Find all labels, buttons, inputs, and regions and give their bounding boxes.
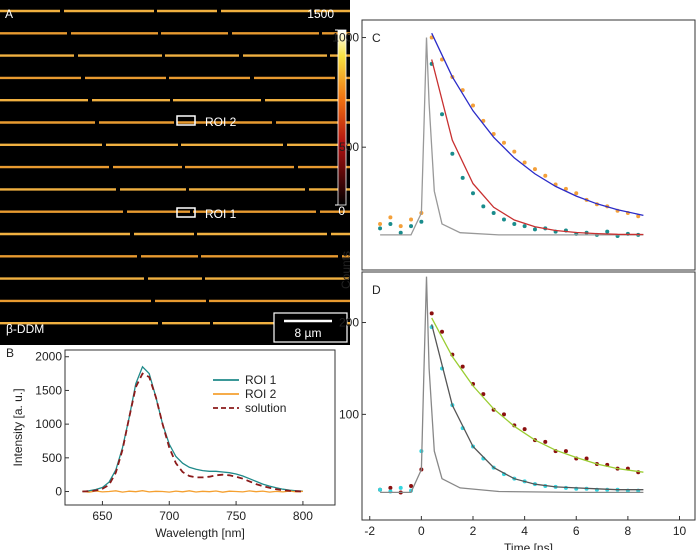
data-point	[532, 167, 537, 172]
data-point	[512, 221, 517, 226]
scalebar-label: 8 µm	[295, 326, 322, 340]
data-line	[82, 365, 303, 493]
data-point	[378, 226, 383, 231]
data-point	[419, 219, 424, 224]
data-point	[522, 160, 527, 165]
panel-label: B	[6, 346, 14, 360]
micrograph	[0, 0, 350, 345]
legend-label: ROI 2	[245, 387, 277, 401]
data-point	[450, 151, 455, 156]
data-point	[471, 191, 475, 196]
data-line	[431, 324, 644, 491]
colorbar-tick-label: 1500	[307, 7, 334, 21]
data-point	[574, 191, 579, 196]
data-point	[522, 224, 527, 229]
colorbar-tick-label: 0	[338, 204, 345, 218]
roi-box	[176, 115, 196, 126]
x-tick-label: 4	[521, 524, 528, 538]
panel-label: A	[5, 7, 13, 21]
sample-label: β-DDM	[6, 322, 44, 336]
data-point	[378, 221, 383, 226]
data-line	[82, 490, 303, 493]
data-point	[398, 224, 403, 229]
roi-label: ROI 1	[205, 207, 237, 221]
x-tick-label: 0	[418, 524, 425, 538]
roi-label: ROI 2	[205, 115, 237, 129]
data-point	[440, 112, 445, 117]
data-line	[431, 317, 644, 473]
scalebar-box	[273, 312, 348, 343]
panel-label: C	[372, 31, 381, 45]
data-point	[409, 484, 414, 489]
data-line	[380, 37, 644, 236]
y-axis-label: Intensity [a. u.]	[11, 388, 25, 466]
data-point	[388, 221, 393, 226]
x-tick-label: 750	[226, 509, 246, 523]
colorbar	[337, 29, 347, 206]
x-tick-label: 6	[573, 524, 580, 538]
y-tick-label: 500	[339, 140, 359, 154]
data-point	[460, 175, 465, 180]
data-line	[82, 372, 303, 493]
plot-area	[361, 19, 696, 271]
data-point	[481, 392, 486, 397]
data-point	[543, 173, 548, 178]
data-point	[429, 311, 434, 316]
y-tick-label: 500	[42, 451, 62, 465]
data-point	[584, 456, 589, 461]
data-line	[380, 276, 644, 494]
data-point	[501, 412, 506, 417]
data-point	[481, 204, 486, 209]
x-tick-label: 8	[625, 524, 632, 538]
roi-box	[176, 207, 196, 218]
x-tick-label: 2	[470, 524, 477, 538]
data-point	[398, 230, 403, 235]
data-line	[431, 59, 644, 236]
data-point	[512, 149, 517, 154]
y-axis-label: Counts	[339, 251, 353, 289]
y-tick-label: 1000	[332, 31, 359, 45]
data-point	[501, 217, 506, 222]
x-tick-label: -2	[364, 524, 375, 538]
data-point	[491, 407, 496, 412]
data-point	[409, 224, 414, 229]
data-point	[605, 229, 610, 234]
data-point	[471, 103, 475, 108]
panel-label: D	[372, 283, 381, 297]
y-tick-label: 0	[55, 485, 62, 499]
plot-area	[64, 349, 336, 506]
y-tick-label: 100	[339, 407, 359, 421]
data-point	[522, 427, 527, 432]
data-point	[378, 487, 383, 492]
data-point	[409, 217, 414, 222]
data-point	[563, 186, 568, 191]
data-line	[431, 32, 644, 217]
data-point	[491, 210, 496, 215]
data-point	[440, 329, 445, 334]
data-point	[388, 485, 393, 490]
data-point	[543, 439, 548, 444]
data-point	[460, 364, 465, 369]
y-tick-label: 200	[339, 316, 359, 330]
x-axis-label: Time [ns]	[504, 541, 553, 550]
data-point	[501, 140, 506, 145]
x-tick-label: 650	[92, 509, 112, 523]
y-tick-label: 1000	[35, 417, 62, 431]
legend-label: ROI 1	[245, 373, 277, 387]
x-tick-label: 10	[673, 524, 687, 538]
x-tick-label: 700	[159, 509, 179, 523]
y-tick-label: 1500	[35, 383, 62, 397]
x-axis-label: Wavelength [nm]	[155, 526, 245, 540]
data-point	[532, 227, 537, 232]
data-point	[398, 485, 403, 490]
data-point	[636, 214, 641, 219]
x-tick-label: 800	[293, 509, 313, 523]
data-point	[563, 449, 568, 454]
legend-label: solution	[245, 401, 286, 415]
data-point	[388, 215, 393, 220]
y-tick-label: 2000	[35, 350, 62, 364]
